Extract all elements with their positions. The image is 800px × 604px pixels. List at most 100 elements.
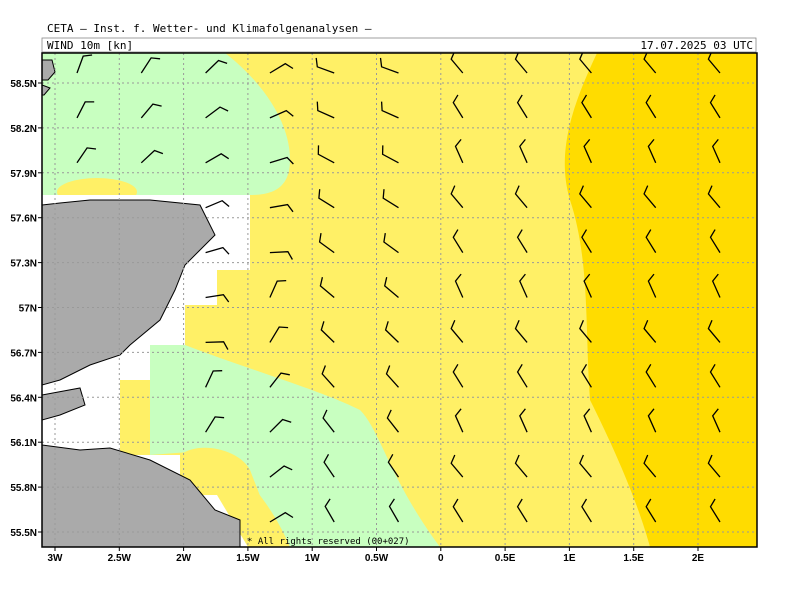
wind-barb [579,454,592,478]
wind-barb [385,365,399,388]
wind-barb [709,94,721,119]
wind-barb [140,103,162,119]
wind-barb [711,138,721,164]
lat-label: 58.5N [10,79,37,90]
wind-barb [318,189,335,209]
wind-barb [647,138,657,164]
lon-label: 1.5W [236,553,260,564]
field-orange [564,53,757,547]
lon-label: 1.5E [623,553,644,564]
wind-barb [581,363,592,388]
field-green [42,53,290,195]
variable-label: WIND 10m [kn] [47,39,133,52]
wind-barb [321,365,335,388]
land [42,387,86,421]
wind-barb [383,277,399,298]
wind-barb [452,498,464,523]
wind-barb [645,363,657,388]
wind-barb [452,94,464,119]
wind-barb [645,229,657,253]
wind-barb [581,498,592,523]
wind-barb [450,320,464,343]
axis-labels: 58.5N 58.2N 57.9N 57.6N 57.3N 57N 56.7N 56.4N 56… [10,79,704,564]
wind-barb [140,57,161,74]
wind-barb [454,138,464,164]
wind-barb [269,251,293,260]
wind-barb [514,185,528,209]
wind-barb [643,185,657,209]
wind-barb [645,498,657,523]
wind-barb [205,106,229,119]
wind-barb [269,279,287,298]
wind-barb [519,138,528,164]
wind-barb [269,62,294,74]
wind-barb [581,94,592,119]
wind-barb [269,372,290,388]
wind-barbs [76,53,721,523]
wind-barb [519,273,528,298]
land [42,444,241,547]
wind-barb [583,273,592,298]
lat-label: 57.3N [10,259,37,270]
wind-barb [205,370,223,388]
lat-label: 57.6N [10,214,37,225]
lat-label: 58.2N [10,124,37,135]
wind-barb [322,409,335,433]
wind-barb [647,408,657,433]
wind-barb [516,229,528,253]
wind-barb [454,273,464,298]
wind-barb [269,465,293,478]
wind-barb [386,409,400,433]
time-label: 17.07.2025 03 UTC [640,39,753,52]
lat-label: 56.1N [10,438,37,449]
wind-barb [516,498,528,523]
wind-barb [707,185,721,209]
wind-barb [205,246,230,255]
wind-barb [76,147,97,164]
wind-barb [384,321,399,343]
lat-label: 55.8N [10,483,37,494]
lon-label: 1W [305,553,321,564]
graticule [42,53,757,547]
wind-barb [383,232,399,254]
map-area [42,53,757,547]
wind-barb [707,454,721,478]
wind-barb [454,408,464,433]
wind-barb [382,189,399,209]
lat-label: 56.4N [10,393,37,404]
wind-barb [711,408,721,433]
wind-barb [519,408,528,433]
wind-barb [516,363,528,388]
wind-barb [324,498,335,523]
wind-barb [318,232,335,254]
wind-barb [205,293,230,303]
field-green [150,345,440,547]
wind-barb [269,511,294,523]
wind-barb [581,229,592,253]
lon-label: 2.5W [108,553,132,564]
wind-barb [647,273,657,298]
wind-barb [645,94,657,119]
header-box [41,37,757,53]
wind-barb [583,408,592,433]
wind-barb [387,453,400,478]
wind-barb [643,320,657,343]
lon-label: 0.5E [495,553,516,564]
lon-label: 2W [176,553,192,564]
wind-barb [388,498,400,523]
wind-barb [514,454,528,478]
wind-barb [514,320,528,343]
wind-barb [707,320,721,343]
wind-barb [205,153,230,164]
wind-barb [269,156,294,165]
lon-label: 2E [692,553,705,564]
copyright: * All rights reserved (00+027) [247,537,410,547]
wind-barb [381,145,399,164]
wind-barb [579,320,592,343]
wind-barb [319,277,335,298]
lon-label: 1E [563,553,576,564]
wind-barb [379,57,399,74]
lat-label: 56.7N [10,348,37,359]
wind-barb [452,229,464,253]
wind-barb [320,321,335,343]
